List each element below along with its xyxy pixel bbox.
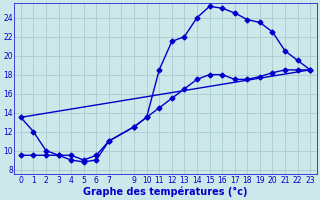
X-axis label: Graphe des températures (°c): Graphe des températures (°c): [83, 186, 248, 197]
